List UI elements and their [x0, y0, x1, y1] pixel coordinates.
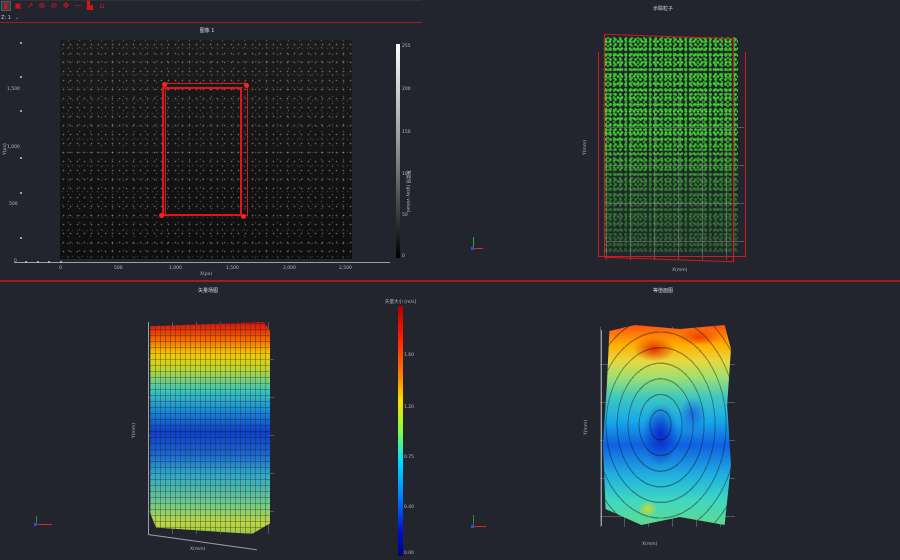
- line-tool-button[interactable]: —: [73, 1, 83, 11]
- chevron-down-icon: ⌄: [14, 14, 20, 21]
- panel-title: 图像 1: [199, 28, 215, 34]
- x-axis-title: X(mm): [672, 268, 688, 273]
- panel-title: 等值面图: [652, 288, 674, 294]
- x-tick-label: 0: [59, 266, 62, 271]
- y-tick-label: 500: [9, 202, 18, 207]
- x-axis-title: X(mm): [190, 547, 206, 552]
- x-axis-title: X(mm): [642, 542, 658, 547]
- frame-selector[interactable]: Z: 1 ⌄: [0, 13, 19, 22]
- panel-title: 示踪粒子: [652, 6, 674, 12]
- save-icon: ▣: [14, 1, 22, 10]
- velocity-colorbar: [398, 306, 403, 556]
- z-axis-arrow: [471, 247, 474, 250]
- iso-surface-plot[interactable]: [603, 325, 731, 525]
- z-axis-arrow: [34, 523, 37, 526]
- colorbar-tick-label: 1.20: [404, 405, 415, 410]
- zoom-in-icon: ⊕: [38, 1, 46, 10]
- y-axis-title: Y(mm): [583, 139, 588, 155]
- pan-icon: ✥: [62, 1, 70, 10]
- roi-handle[interactable]: [159, 213, 164, 218]
- y-tick-label: 1,000: [7, 145, 20, 150]
- colorbar-tick-label: 200: [402, 87, 411, 92]
- axis-triad: [33, 513, 53, 533]
- colorbar-title: 灰度值 (gray value): [405, 170, 410, 213]
- panel-divider: [0, 280, 900, 282]
- colorbar-tick-label: 1.60: [404, 353, 415, 358]
- axis-triad: [470, 513, 490, 533]
- colorbar-tick-label: 0.75: [404, 455, 415, 460]
- chart-tool-button[interactable]: ▙: [85, 1, 95, 11]
- x-tick-label: 2,000: [283, 266, 296, 271]
- zoom-out-button[interactable]: ⊖: [49, 1, 59, 11]
- x-tick: [37, 261, 39, 263]
- zoom-out-icon: ⊖: [50, 1, 58, 10]
- toolbar-divider: [0, 22, 422, 23]
- x-axis-line: [14, 262, 390, 263]
- y-axis-arrow: [473, 237, 474, 249]
- toolbar: ▮ ▣ ↗ ⊕ ⊖ ✥ — ▙ ⌂: [0, 0, 420, 12]
- home-button[interactable]: ⌂: [97, 1, 107, 11]
- select-tool-button[interactable]: ▮: [1, 1, 11, 11]
- select-icon: ▮: [3, 1, 9, 10]
- x-axis-arrow: [38, 524, 52, 525]
- particle-cloud[interactable]: [603, 37, 738, 252]
- bounding-box-back: [598, 52, 746, 257]
- x-tick-label: 1,500: [226, 266, 239, 271]
- x-tick: [25, 261, 27, 263]
- roi-handle[interactable]: [241, 214, 246, 219]
- pointer-tool-button[interactable]: ↗: [25, 1, 35, 11]
- top-border: [0, 0, 422, 1]
- gray-colorbar: [396, 44, 400, 258]
- x-tick: [60, 261, 62, 263]
- panel-title: 矢量场图: [197, 288, 219, 294]
- colorbar-tick-label: 0: [402, 254, 405, 259]
- y-axis-title: Y(px): [3, 143, 8, 155]
- pan-button[interactable]: ✥: [61, 1, 71, 11]
- y-axis-arrow: [36, 516, 37, 524]
- pointer-icon: ↗: [26, 1, 34, 10]
- y-tick: [20, 192, 22, 194]
- z-axis-arrow: [471, 525, 474, 528]
- iso-contour-lines: [603, 325, 731, 525]
- x-tick-label: 2,500: [339, 266, 352, 271]
- roi-handle[interactable]: [162, 82, 167, 87]
- y-tick: [20, 42, 22, 44]
- y-tick: [20, 157, 22, 159]
- colorbar-title: 矢量大小 [m/s]: [385, 300, 417, 305]
- colorbar-tick-label: 0.40: [404, 505, 415, 510]
- colorbar-tick-label: 100: [402, 172, 411, 177]
- z-axis-line: [148, 322, 149, 534]
- x-tick-label: 500: [114, 266, 123, 271]
- y-tick: [20, 76, 22, 78]
- axis-triad: [470, 235, 490, 255]
- colorbar-tick-label: 0.00: [404, 551, 415, 556]
- y-axis-title: Y(mm): [584, 419, 589, 435]
- y-axis-title: Y(mm): [132, 422, 137, 438]
- y-axis-arrow: [473, 515, 474, 525]
- roi-handle[interactable]: [244, 83, 249, 88]
- chart-icon: ▙: [86, 1, 94, 10]
- x-tick: [48, 261, 50, 263]
- colorbar-tick-label: 50: [402, 213, 408, 218]
- colorbar-tick-label: 255: [402, 44, 411, 49]
- particle-image[interactable]: [60, 40, 352, 259]
- line-icon: —: [74, 1, 82, 10]
- y-tick-label: 0: [14, 259, 17, 264]
- y-tick-label: 1,500: [7, 87, 20, 92]
- roi-rectangle-outer[interactable]: [165, 83, 248, 216]
- frame-selector-value: Z: 1: [1, 14, 11, 21]
- x-axis-arrow: [474, 526, 486, 527]
- home-icon: ⌂: [99, 1, 105, 10]
- z-axis-line: [601, 330, 602, 526]
- y-tick: [20, 110, 22, 112]
- save-tool-button[interactable]: ▣: [13, 1, 23, 11]
- zoom-in-button[interactable]: ⊕: [37, 1, 47, 11]
- x-axis-arrow: [474, 248, 483, 249]
- colorbar-tick-label: 150: [402, 130, 411, 135]
- x-axis-title: X(px): [200, 272, 213, 277]
- vector-field-plot[interactable]: [150, 322, 270, 534]
- y-tick: [20, 237, 22, 239]
- x-tick-label: 1,000: [169, 266, 182, 271]
